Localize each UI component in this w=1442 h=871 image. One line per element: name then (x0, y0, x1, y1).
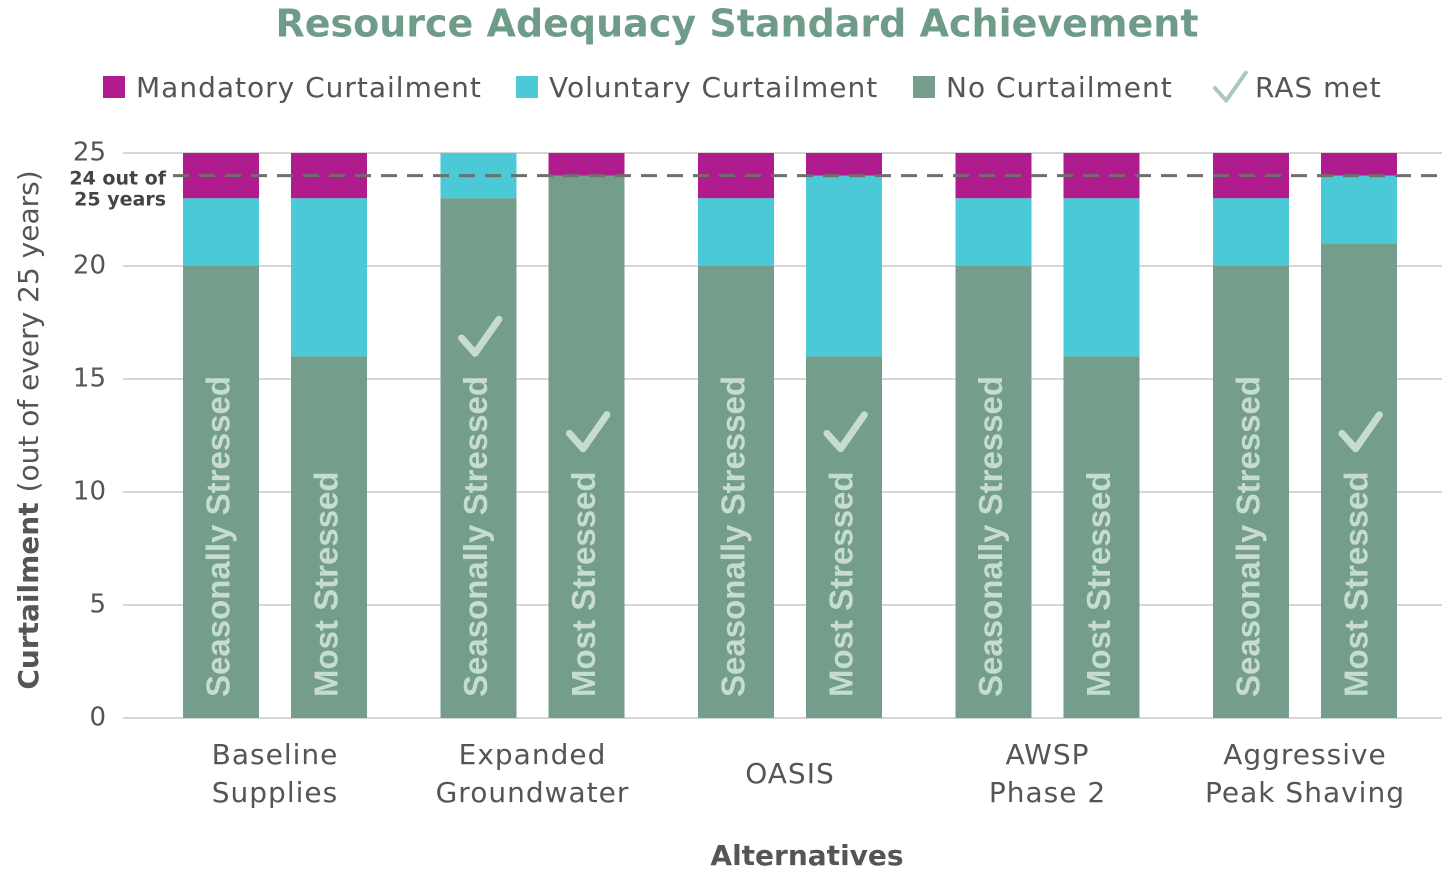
bar-segment (1321, 243, 1397, 718)
bar-segment (806, 153, 882, 176)
x-tick-label: Aggressive (1223, 738, 1387, 771)
bar-segment (698, 153, 774, 199)
legend-swatch (103, 76, 125, 98)
check-icon (458, 315, 503, 357)
x-tick-label: Baseline (212, 738, 339, 771)
x-tick-label: AWSP (1006, 738, 1090, 771)
bar-label: Most Stressed (823, 471, 860, 697)
bar-label: Seasonally Stressed (972, 376, 1009, 697)
check-icon (1338, 411, 1383, 453)
y-tick-label: 5 (89, 590, 106, 620)
x-tick-label: Peak Shaving (1205, 776, 1405, 809)
check-icon (1213, 70, 1248, 103)
bar-segment (806, 356, 882, 718)
bar-segment (183, 153, 259, 199)
y-tick-label: 15 (73, 364, 106, 394)
bar-segment (1213, 266, 1289, 718)
bar-label: Most Stressed (565, 471, 602, 697)
reference-label: 24 out of (69, 168, 166, 190)
y-tick-label: 10 (73, 477, 106, 507)
x-tick-label: Expanded (459, 738, 607, 771)
bar-label: Seasonally Stressed (1230, 376, 1267, 697)
legend-swatch (516, 76, 538, 98)
y-axis-label-bold: Curtailment (12, 502, 45, 689)
bar-segment (1321, 175, 1397, 244)
bar-segment (955, 266, 1032, 718)
y-tick-label: 25 (73, 138, 106, 168)
bar-segment (955, 198, 1032, 266)
bar-label: Seasonally Stressed (200, 376, 237, 697)
bar-label: Most Stressed (1338, 471, 1375, 697)
bar-segment (183, 266, 259, 718)
bar-label: Seasonally Stressed (457, 376, 494, 697)
y-tick-label: 0 (89, 703, 106, 733)
x-tick-label: Supplies (212, 776, 338, 809)
reference-label: 25 years (74, 189, 166, 211)
legend-label: RAS met (1255, 71, 1382, 104)
check-icon (566, 411, 611, 453)
bar-segment (440, 198, 517, 718)
bar-segment (548, 153, 625, 176)
y-tick-label: 20 (73, 251, 106, 281)
y-axis-label: Curtailment (out of every 25 years) (12, 170, 45, 689)
bar-segment (1063, 198, 1140, 357)
bar-segment (698, 266, 774, 718)
bar-segment (1063, 153, 1140, 199)
check-icon (823, 411, 868, 453)
bar-label: Most Stressed (308, 471, 345, 697)
legend-label: Voluntary Curtailment (549, 71, 878, 104)
bar-segment (1213, 198, 1289, 266)
legend-label: No Curtailment (946, 71, 1173, 104)
y-axis-label-rest: (out of every 25 years) (12, 170, 45, 492)
x-tick-label: Phase 2 (989, 776, 1106, 809)
bar-segment (440, 153, 517, 199)
bar-segment (698, 198, 774, 266)
legend-label: Mandatory Curtailment (136, 71, 482, 104)
bar-label: Seasonally Stressed (715, 376, 752, 697)
bar-segment (1063, 356, 1140, 718)
bar-segment (183, 198, 259, 266)
chart-title: Resource Adequacy Standard Achievement (275, 2, 1198, 46)
bar-segment (806, 175, 882, 357)
bar-segment (1321, 153, 1397, 176)
bar-label: Most Stressed (1080, 471, 1117, 697)
bar-segment (291, 198, 367, 357)
x-axis-label: Alternatives (710, 839, 903, 871)
legend-swatch (913, 76, 935, 98)
bar-segment (291, 356, 367, 718)
x-tick-label: OASIS (745, 757, 835, 790)
x-tick-label: Groundwater (436, 776, 630, 809)
